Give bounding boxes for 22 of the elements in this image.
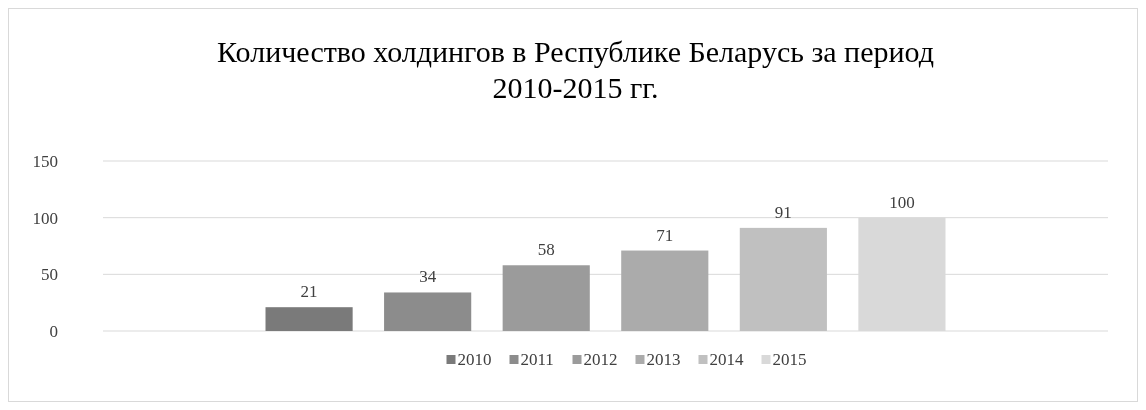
data-label: 58 [537, 240, 555, 260]
y-tick-label: 150 [32, 152, 58, 171]
bar [739, 227, 827, 331]
data-label: 71 [656, 225, 674, 245]
y-tick-label: 100 [32, 208, 58, 228]
data-label: 91 [774, 202, 792, 222]
y-tick-label: 0 [49, 322, 58, 341]
legend-label: 2015 [772, 350, 807, 369]
data-label: 21 [300, 282, 318, 302]
bar [621, 250, 709, 331]
data-label: 100 [889, 192, 915, 212]
chart-title: Количество холдингов в Республике Беларусь за период 2010-2015 гг. [217, 35, 934, 104]
bar [265, 307, 353, 331]
legend-label: 2014 [709, 350, 744, 369]
data-label: 34 [419, 267, 437, 287]
legend-label: 2011 [520, 350, 554, 369]
bar [502, 265, 590, 331]
bar [384, 292, 472, 331]
legend-label: 2012 [583, 350, 618, 369]
y-tick-label: 50 [41, 265, 58, 285]
legend-label: 2010 [457, 350, 492, 369]
legend-label: 2013 [646, 350, 681, 369]
